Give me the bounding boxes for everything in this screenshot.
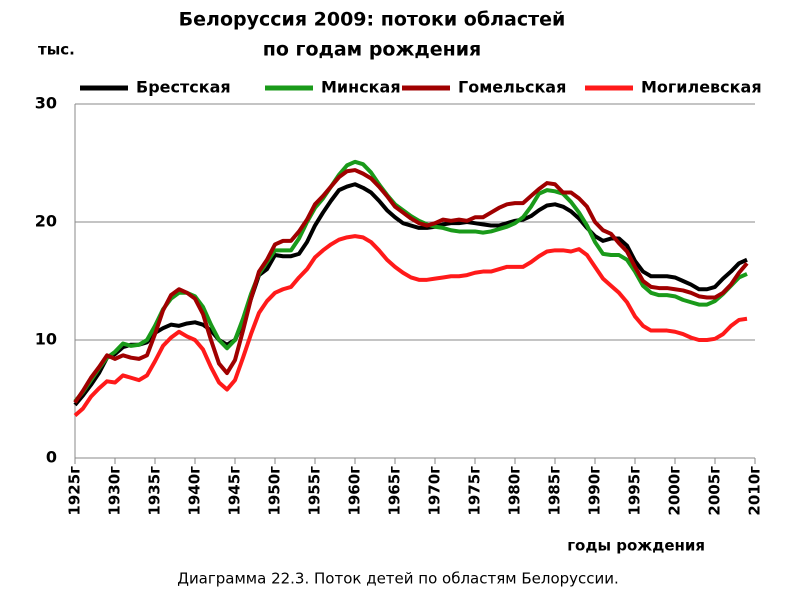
x-axis-label: годы рождения [567, 537, 705, 555]
chart-title: Белоруссия 2009: потоки областей [179, 9, 566, 31]
chart-title: по годам рождения [263, 39, 482, 61]
legend-label: Гомельская [458, 78, 566, 97]
x-tick-label: 1970г [426, 466, 444, 516]
x-tick-label: 1930г [106, 466, 124, 516]
x-tick-label: 1940г [186, 466, 204, 516]
series-line [73, 182, 748, 407]
legend-label: Минская [321, 78, 401, 97]
legend-label: Брестская [136, 78, 231, 97]
x-tick-label: 1945г [226, 466, 244, 516]
legend-label: Могилевская [641, 78, 762, 97]
x-tick-label: 1925г [66, 466, 84, 516]
x-tick-label: 2000г [666, 466, 684, 516]
caption: Диаграмма 22.3. Поток детей по областям … [177, 570, 619, 588]
x-tick-label: 1935г [146, 466, 164, 516]
x-tick-label: 1950г [266, 466, 284, 516]
x-tick-label: 1965г [386, 466, 404, 516]
x-tick-label: 1980г [506, 466, 524, 516]
x-tick-label: 1995г [626, 466, 644, 516]
x-tick-label: 1975г [466, 466, 484, 516]
y-axis-label: тыс. [38, 41, 75, 59]
x-tick-label: 1985г [546, 466, 564, 516]
x-tick-label: 1955г [306, 466, 324, 516]
y-tick-label: 20 [35, 212, 57, 231]
y-tick-label: 10 [35, 330, 57, 349]
x-tick-label: 1990г [586, 466, 604, 516]
y-tick-label: 0 [46, 448, 57, 467]
y-tick-label: 30 [35, 94, 57, 113]
x-tick-label: 1960г [346, 466, 364, 516]
series-line [73, 168, 749, 404]
x-tick-label: 2010г [746, 466, 764, 516]
series-line [73, 234, 748, 418]
x-tick-label: 2005г [706, 466, 724, 516]
